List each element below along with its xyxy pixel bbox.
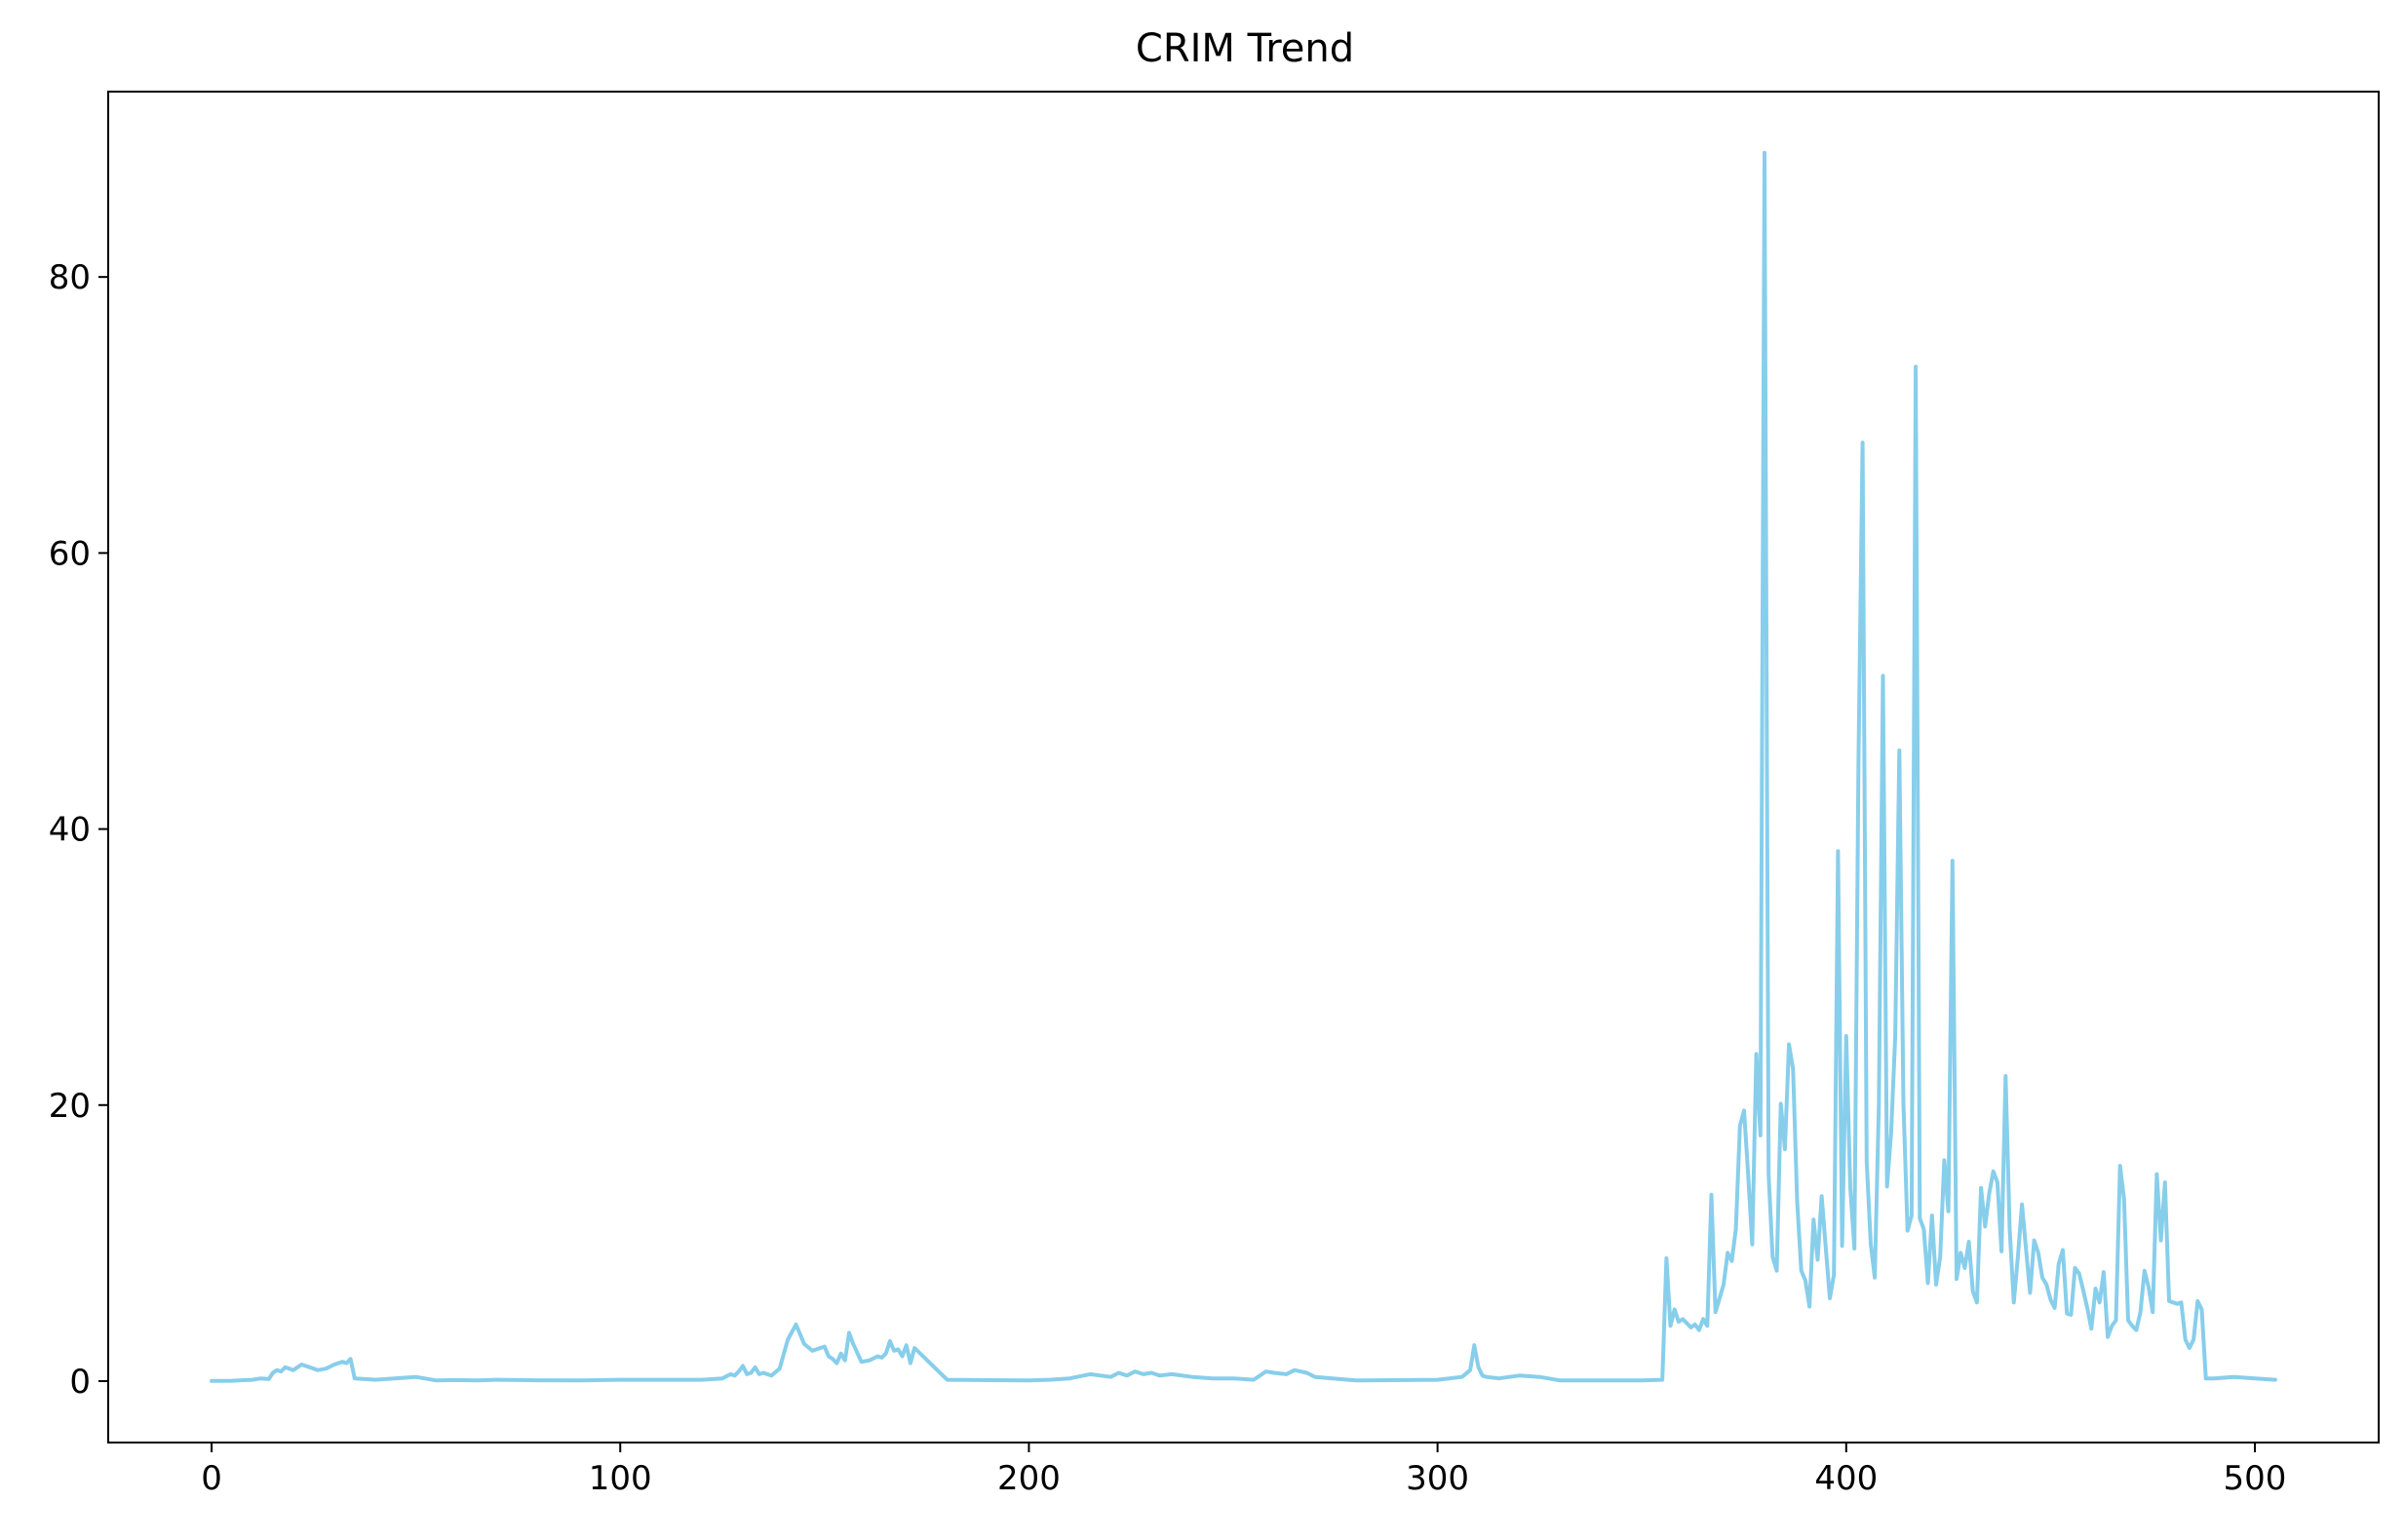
x-tick-label: 500 (2224, 1459, 2287, 1498)
chart-title: CRIM Trend (1136, 26, 1354, 71)
plot-frame (107, 91, 2380, 1444)
y-tick-label: 80 (49, 258, 91, 297)
x-axis: 0 100 200 300 400 500 (201, 1443, 2286, 1498)
x-tick-label: 200 (997, 1459, 1061, 1498)
y-tick-label: 20 (49, 1087, 91, 1126)
y-tick-label: 60 (49, 534, 91, 573)
y-tick-label: 0 (69, 1363, 91, 1402)
x-tick-label: 300 (1406, 1459, 1469, 1498)
x-tick-label: 400 (1814, 1459, 1878, 1498)
series-line-0 (210, 150, 2277, 1383)
y-tick-label: 40 (49, 811, 91, 850)
y-axis: 0 20 40 60 80 (49, 258, 108, 1402)
x-tick-label: 100 (589, 1459, 652, 1498)
plot-area (210, 150, 2277, 1383)
x-tick-label: 0 (201, 1459, 222, 1498)
